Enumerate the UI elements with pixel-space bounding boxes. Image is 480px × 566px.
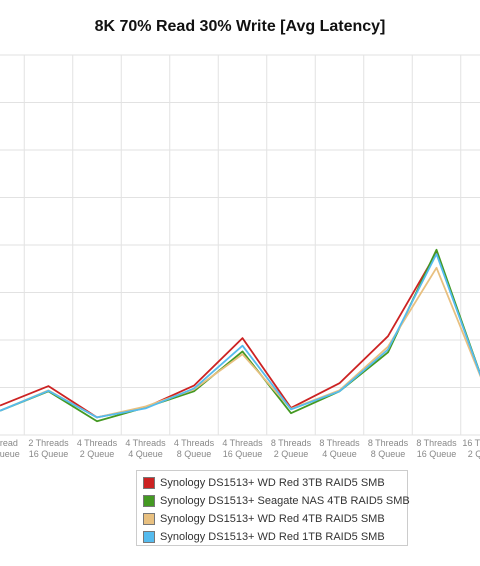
legend: Synology DS1513+ WD Red 3TB RAID5 SMB Syn… — [136, 470, 410, 546]
x-tick-label: 4 Threads 2 Queue — [77, 438, 118, 459]
x-tick-label: 8 Threads 8 Queue — [368, 438, 409, 459]
legend-label: Synology DS1513+ WD Red 3TB RAID5 SMB — [160, 477, 385, 489]
series-layer — [0, 248, 480, 423]
grid-layer — [0, 54, 480, 436]
legend-swatch — [143, 495, 155, 507]
legend-swatch — [143, 531, 155, 543]
legend-label: Synology DS1513+ WD Red 1TB RAID5 SMB — [160, 531, 385, 543]
legend-item: Synology DS1513+ WD Red 1TB RAID5 SMB — [143, 529, 385, 545]
legend-label: Synology DS1513+ Seagate NAS 4TB RAID5 S… — [160, 495, 410, 507]
series-line-2 — [0, 248, 480, 423]
legend-swatch — [143, 513, 155, 525]
x-tick-label: 8 Threads 4 Queue — [319, 438, 360, 459]
chart-title: 8K 70% Read 30% Write [Avg Latency] — [94, 18, 386, 35]
legend-label: Synology DS1513+ WD Red 4TB RAID5 SMB — [160, 513, 385, 525]
x-tick-label: 4 Threads 4 Queue — [125, 438, 166, 459]
x-tick-label: 1 Thread16 Queue — [0, 438, 20, 459]
x-tick-label: 8 Threads 16 Queue — [416, 438, 457, 459]
legend-item: Synology DS1513+ Seagate NAS 4TB RAID5 S… — [143, 493, 410, 509]
legend-item: Synology DS1513+ WD Red 4TB RAID5 SMB — [143, 511, 385, 527]
x-tick-label: 2 Threads 16 Queue — [28, 438, 69, 459]
x-tick-label: 4 Threads 8 Queue — [174, 438, 215, 459]
series-line-4 — [0, 253, 480, 419]
legend-item: Synology DS1513+ WD Red 3TB RAID5 SMB — [143, 475, 385, 491]
x-tick-label: 4 Threads 16 Queue — [222, 438, 263, 459]
series-line-3 — [0, 266, 480, 419]
series-line-1 — [0, 251, 480, 419]
x-tick-label: 8 Threads 2 Queue — [271, 438, 312, 459]
legend-swatch — [143, 477, 155, 489]
